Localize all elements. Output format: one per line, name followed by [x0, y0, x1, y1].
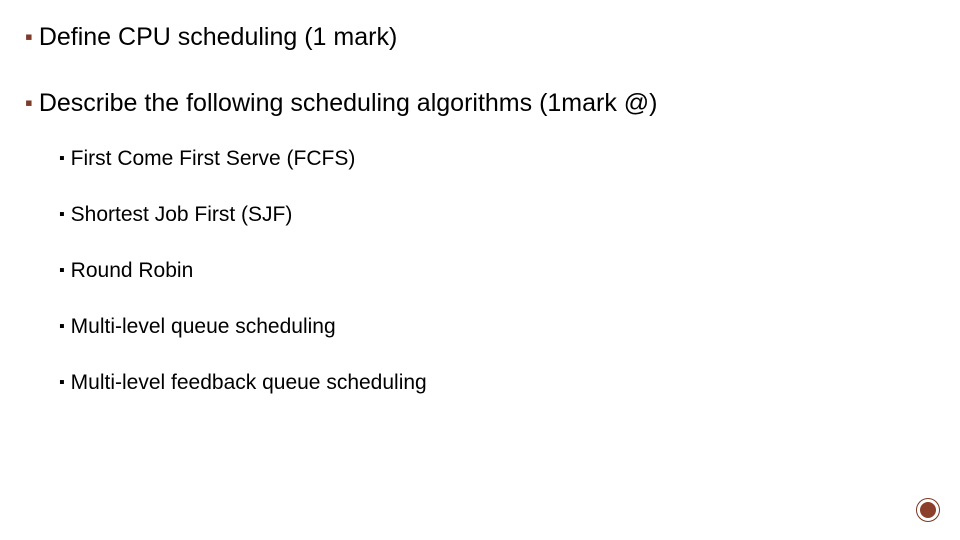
sub-item-text: Shortest Job First (SJF) [71, 202, 293, 228]
list-item: ▪ Define CPU scheduling (1 mark) [25, 22, 658, 52]
bullet-icon: ▪ [25, 22, 33, 52]
list-item: ▪ Shortest Job First (SJF) [59, 202, 658, 228]
sub-item-text: First Come First Serve (FCFS) [71, 146, 356, 172]
corner-ornament-icon [916, 498, 940, 522]
list-item: ▪ Multi-level feedback queue scheduling [59, 370, 658, 396]
sub-list: ▪ First Come First Serve (FCFS) ▪ Shorte… [59, 146, 658, 396]
bullet-icon: ▪ [25, 88, 33, 118]
bullet-icon: ▪ [59, 370, 65, 396]
main-item-text: Define CPU scheduling (1 mark) [39, 22, 397, 52]
sub-item-text: Multi-level queue scheduling [71, 314, 336, 340]
list-item: ▪ First Come First Serve (FCFS) [59, 146, 658, 172]
list-item: ▪ Describe the following scheduling algo… [25, 88, 658, 396]
list-item: ▪ Round Robin [59, 258, 658, 284]
main-item-text: Describe the following scheduling algori… [39, 88, 658, 118]
bullet-icon: ▪ [59, 314, 65, 340]
list-item: ▪ Multi-level queue scheduling [59, 314, 658, 340]
bullet-icon: ▪ [59, 202, 65, 228]
sub-item-text: Multi-level feedback queue scheduling [71, 370, 427, 396]
bullet-icon: ▪ [59, 258, 65, 284]
slide: ▪ Define CPU scheduling (1 mark) ▪ Descr… [0, 0, 960, 540]
main-list: ▪ Define CPU scheduling (1 mark) ▪ Descr… [25, 22, 658, 432]
bullet-icon: ▪ [59, 146, 65, 172]
sub-item-text: Round Robin [71, 258, 194, 284]
